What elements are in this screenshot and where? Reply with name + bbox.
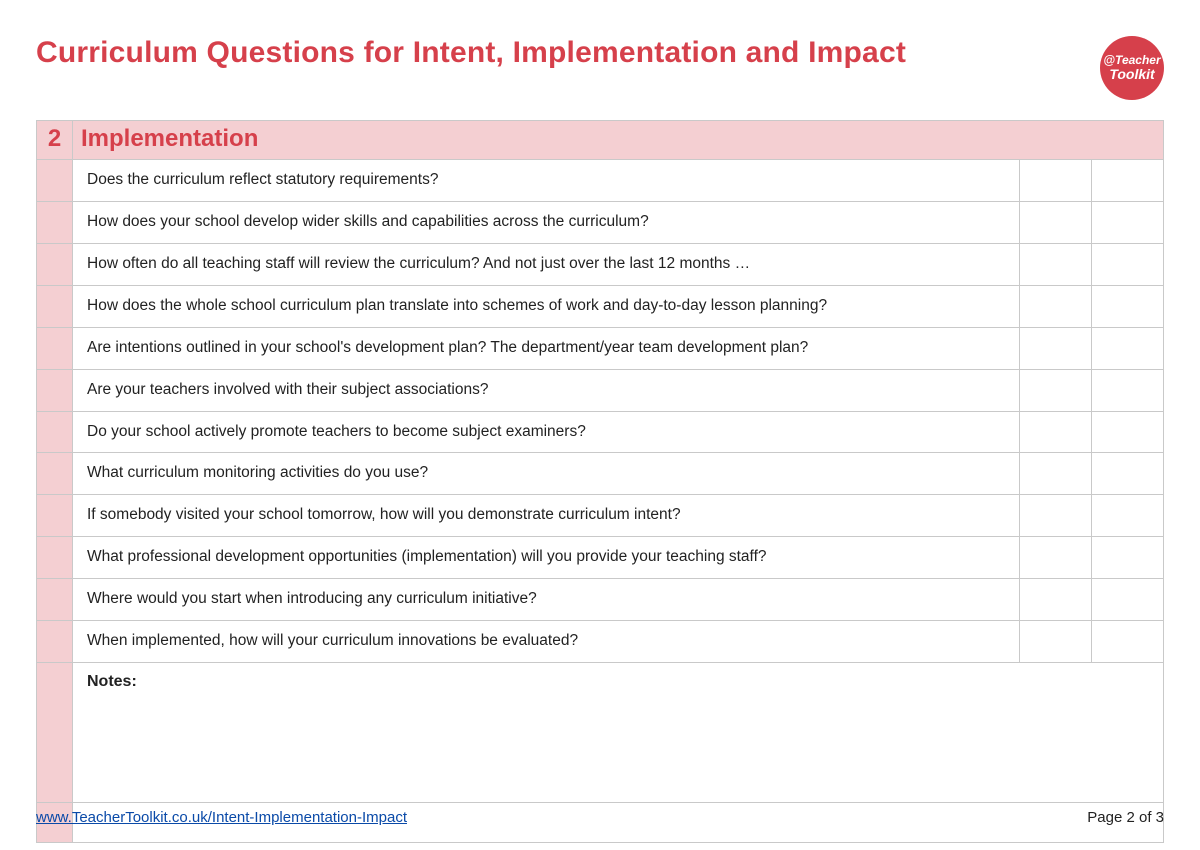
page: Curriculum Questions for Intent, Impleme…: [0, 0, 1200, 850]
check-cell-2[interactable]: [1091, 160, 1163, 202]
check-cell-2[interactable]: [1091, 411, 1163, 453]
check-cell-1[interactable]: [1019, 327, 1091, 369]
question-row: How often do all teaching staff will rev…: [37, 243, 1164, 285]
section-title: Implementation: [73, 121, 1164, 160]
check-cell-2[interactable]: [1091, 369, 1163, 411]
question-text: What professional development opportunit…: [73, 537, 1020, 579]
check-cell-1[interactable]: [1019, 160, 1091, 202]
header-row: Curriculum Questions for Intent, Impleme…: [36, 36, 1164, 100]
question-text: Are intentions outlined in your school's…: [73, 327, 1020, 369]
check-cell-2[interactable]: [1091, 621, 1163, 663]
question-row: Are your teachers involved with their su…: [37, 369, 1164, 411]
check-cell-2[interactable]: [1091, 201, 1163, 243]
footer-link[interactable]: www.TeacherToolkit.co.uk/Intent-Implemen…: [36, 809, 407, 826]
section-header-row: 2 Implementation: [37, 121, 1164, 160]
row-gutter: [37, 495, 73, 537]
question-text: If somebody visited your school tomorrow…: [73, 495, 1020, 537]
row-gutter: [37, 621, 73, 663]
check-cell-2[interactable]: [1091, 243, 1163, 285]
row-gutter: [37, 411, 73, 453]
check-cell-2[interactable]: [1091, 453, 1163, 495]
question-row: Are intentions outlined in your school's…: [37, 327, 1164, 369]
check-cell-2[interactable]: [1091, 495, 1163, 537]
row-gutter: [37, 160, 73, 202]
question-text: How does the whole school curriculum pla…: [73, 285, 1020, 327]
question-text: Are your teachers involved with their su…: [73, 369, 1020, 411]
row-gutter: [37, 537, 73, 579]
check-cell-1[interactable]: [1019, 495, 1091, 537]
row-gutter: [37, 453, 73, 495]
check-cell-2[interactable]: [1091, 537, 1163, 579]
check-cell-1[interactable]: [1019, 537, 1091, 579]
section-number: 2: [37, 121, 73, 160]
question-row: How does your school develop wider skill…: [37, 201, 1164, 243]
question-text: Where would you start when introducing a…: [73, 579, 1020, 621]
row-gutter: [37, 285, 73, 327]
question-text: Does the curriculum reflect statutory re…: [73, 160, 1020, 202]
check-cell-1[interactable]: [1019, 621, 1091, 663]
question-row: What professional development opportunit…: [37, 537, 1164, 579]
question-text: How often do all teaching staff will rev…: [73, 243, 1020, 285]
row-gutter: [37, 579, 73, 621]
check-cell-2[interactable]: [1091, 285, 1163, 327]
question-row: If somebody visited your school tomorrow…: [37, 495, 1164, 537]
page-footer: www.TeacherToolkit.co.uk/Intent-Implemen…: [36, 802, 1164, 826]
document-title: Curriculum Questions for Intent, Impleme…: [36, 36, 906, 70]
check-cell-1[interactable]: [1019, 285, 1091, 327]
check-cell-1[interactable]: [1019, 453, 1091, 495]
question-text: When implemented, how will your curricul…: [73, 621, 1020, 663]
question-row: Where would you start when introducing a…: [37, 579, 1164, 621]
check-cell-1[interactable]: [1019, 243, 1091, 285]
check-cell-1[interactable]: [1019, 369, 1091, 411]
row-gutter: [37, 201, 73, 243]
question-row: Does the curriculum reflect statutory re…: [37, 160, 1164, 202]
question-text: How does your school develop wider skill…: [73, 201, 1020, 243]
check-cell-2[interactable]: [1091, 579, 1163, 621]
check-cell-1[interactable]: [1019, 579, 1091, 621]
row-gutter: [37, 327, 73, 369]
question-text: What curriculum monitoring activities do…: [73, 453, 1020, 495]
questions-table: 2 Implementation Does the curriculum ref…: [36, 120, 1164, 843]
row-gutter: [37, 369, 73, 411]
logo-line-2: Toolkit: [1109, 67, 1154, 82]
row-gutter: [37, 243, 73, 285]
question-row: Do your school actively promote teachers…: [37, 411, 1164, 453]
logo-badge: @Teacher Toolkit: [1100, 36, 1164, 100]
page-number: Page 2 of 3: [1087, 809, 1164, 826]
check-cell-1[interactable]: [1019, 411, 1091, 453]
question-row: How does the whole school curriculum pla…: [37, 285, 1164, 327]
question-row: What curriculum monitoring activities do…: [37, 453, 1164, 495]
question-text: Do your school actively promote teachers…: [73, 411, 1020, 453]
question-row: When implemented, how will your curricul…: [37, 621, 1164, 663]
check-cell-1[interactable]: [1019, 201, 1091, 243]
check-cell-2[interactable]: [1091, 327, 1163, 369]
